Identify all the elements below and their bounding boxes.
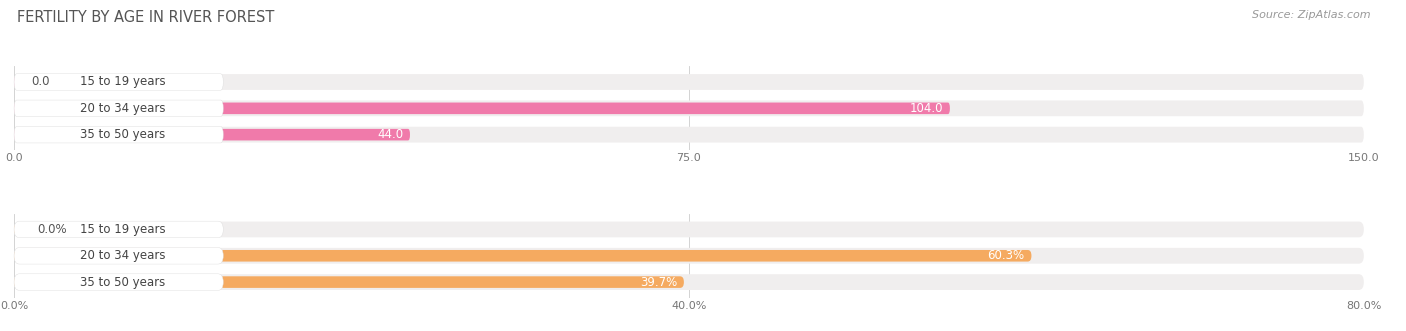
Text: 104.0: 104.0 — [910, 102, 943, 115]
Text: 60.3%: 60.3% — [987, 249, 1025, 262]
FancyBboxPatch shape — [14, 74, 224, 90]
Text: Source: ZipAtlas.com: Source: ZipAtlas.com — [1253, 10, 1371, 20]
FancyBboxPatch shape — [14, 276, 683, 288]
Text: FERTILITY BY AGE IN RIVER FOREST: FERTILITY BY AGE IN RIVER FOREST — [17, 10, 274, 25]
Text: 0.0: 0.0 — [31, 75, 51, 88]
Text: 15 to 19 years: 15 to 19 years — [80, 223, 166, 236]
Text: 44.0: 44.0 — [377, 128, 404, 141]
FancyBboxPatch shape — [14, 127, 1364, 143]
FancyBboxPatch shape — [14, 250, 1032, 261]
Text: 35 to 50 years: 35 to 50 years — [80, 276, 166, 289]
FancyBboxPatch shape — [14, 248, 224, 264]
Text: 39.7%: 39.7% — [640, 276, 678, 289]
FancyBboxPatch shape — [14, 221, 1364, 237]
FancyBboxPatch shape — [14, 221, 224, 238]
FancyBboxPatch shape — [14, 74, 1364, 90]
Text: 20 to 34 years: 20 to 34 years — [80, 102, 166, 115]
FancyBboxPatch shape — [14, 248, 1364, 264]
Text: 35 to 50 years: 35 to 50 years — [80, 128, 166, 141]
FancyBboxPatch shape — [14, 126, 224, 143]
FancyBboxPatch shape — [14, 100, 224, 117]
FancyBboxPatch shape — [14, 129, 411, 140]
Text: 0.0%: 0.0% — [38, 223, 67, 236]
Text: 15 to 19 years: 15 to 19 years — [80, 75, 166, 88]
FancyBboxPatch shape — [14, 224, 25, 235]
FancyBboxPatch shape — [14, 76, 20, 88]
FancyBboxPatch shape — [14, 274, 1364, 290]
FancyBboxPatch shape — [14, 274, 224, 290]
FancyBboxPatch shape — [14, 103, 950, 114]
Text: 20 to 34 years: 20 to 34 years — [80, 249, 166, 262]
FancyBboxPatch shape — [14, 100, 1364, 116]
